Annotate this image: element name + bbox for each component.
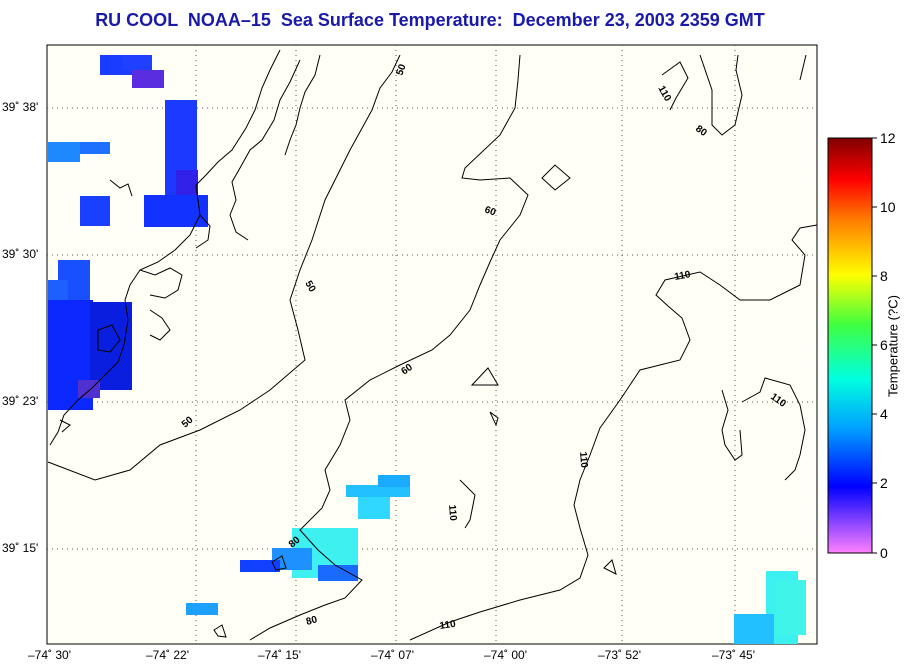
colorbar-tick-label: 8	[880, 268, 888, 284]
contour-label: 50	[302, 279, 317, 295]
contour-label: 110	[577, 451, 589, 468]
colorbar-tick-label: 6	[880, 337, 888, 353]
contour-lines	[47, 54, 818, 641]
contour-label: 110	[674, 269, 692, 283]
contour-label: 80	[305, 614, 319, 628]
lat-label: 39˚ 15'	[2, 541, 39, 555]
graticule	[47, 45, 817, 644]
contour-label: 50	[394, 62, 408, 77]
colorbar-tick-label: 10	[880, 199, 896, 215]
coastline	[49, 49, 321, 446]
colorbar-ticks	[872, 137, 877, 554]
colorbar-tick-label: 12	[880, 130, 896, 146]
lon-label: –73˚ 52'	[598, 648, 641, 662]
colorbar-label: Temperature (?C)	[885, 295, 901, 397]
contour-label: 60	[483, 204, 498, 218]
contour-label: 110	[446, 504, 458, 521]
colorbar-tick-label: 0	[880, 545, 888, 561]
lat-label: 39˚ 38'	[2, 100, 39, 114]
lat-label: 39˚ 23'	[2, 394, 39, 408]
map-title: RU COOL NOAA–15 Sea Surface Temperature:…	[95, 10, 765, 30]
contour-label-layer: 50 50 50 60 60 80 80 80 110 110 110 110 …	[180, 62, 788, 632]
lon-label: –74˚ 30'	[28, 648, 71, 662]
lon-label: –74˚ 22'	[146, 648, 189, 662]
sst-pixels	[48, 55, 806, 644]
colorbar-tick-label: 2	[880, 475, 888, 491]
lon-label: –74˚ 07'	[371, 648, 414, 662]
contour-label: 110	[439, 619, 457, 632]
colorbar	[827, 137, 873, 554]
colorbar-tick-label: 4	[880, 406, 888, 422]
lon-label: –74˚ 00'	[484, 648, 527, 662]
lon-label: –73˚ 45'	[712, 648, 755, 662]
lat-label: 39˚ 30'	[2, 247, 39, 261]
lon-label: –74˚ 15'	[258, 648, 301, 662]
